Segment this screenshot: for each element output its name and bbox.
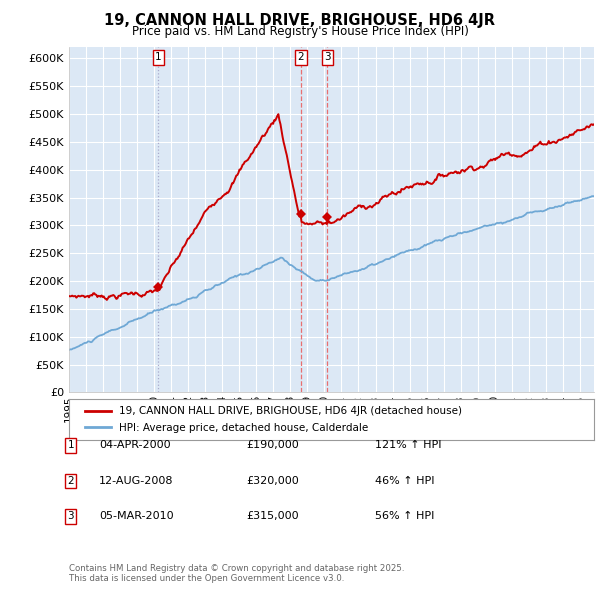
Text: 2: 2 [67,476,74,486]
Text: £190,000: £190,000 [246,441,299,450]
Text: 2: 2 [298,53,304,63]
Text: Price paid vs. HM Land Registry's House Price Index (HPI): Price paid vs. HM Land Registry's House … [131,25,469,38]
Text: 1: 1 [67,441,74,450]
Text: 3: 3 [324,53,331,63]
Legend: 19, CANNON HALL DRIVE, BRIGHOUSE, HD6 4JR (detached house), HPI: Average price, : 19, CANNON HALL DRIVE, BRIGHOUSE, HD6 4J… [79,401,467,438]
Text: 05-MAR-2010: 05-MAR-2010 [99,512,173,521]
Text: 19, CANNON HALL DRIVE, BRIGHOUSE, HD6 4JR: 19, CANNON HALL DRIVE, BRIGHOUSE, HD6 4J… [104,13,496,28]
Text: 12-AUG-2008: 12-AUG-2008 [99,476,173,486]
Text: 04-APR-2000: 04-APR-2000 [99,441,170,450]
Text: Contains HM Land Registry data © Crown copyright and database right 2025.
This d: Contains HM Land Registry data © Crown c… [69,563,404,583]
Text: £315,000: £315,000 [246,512,299,521]
Text: 46% ↑ HPI: 46% ↑ HPI [375,476,434,486]
Text: £320,000: £320,000 [246,476,299,486]
Text: 56% ↑ HPI: 56% ↑ HPI [375,512,434,521]
Text: 121% ↑ HPI: 121% ↑ HPI [375,441,442,450]
Text: 1: 1 [155,53,162,63]
Text: 3: 3 [67,512,74,521]
